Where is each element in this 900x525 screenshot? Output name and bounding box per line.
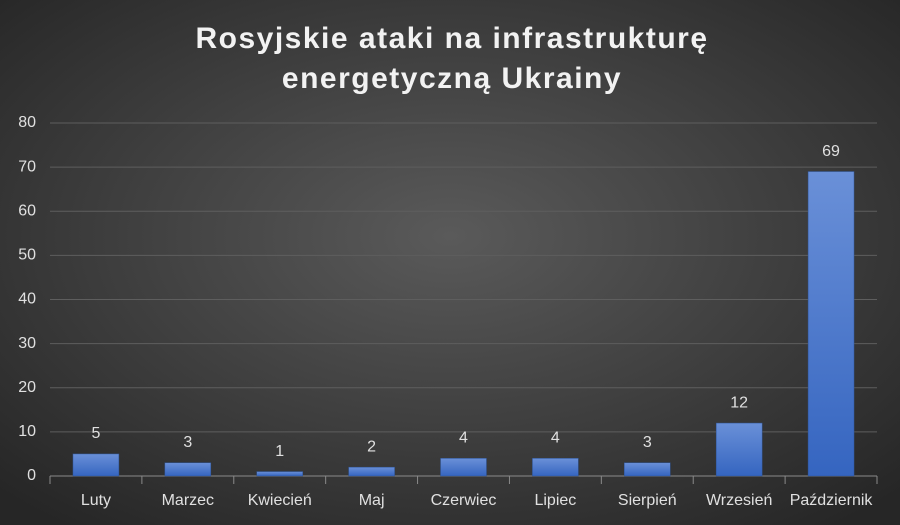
data-label: 3 [183,434,192,451]
x-tick-label: Wrzesień [706,492,772,509]
data-label: 4 [551,430,560,447]
y-tick-label: 10 [18,423,36,440]
bar [256,471,303,477]
x-tick-label: Październik [790,492,874,509]
bar [624,462,671,477]
x-tick-label: Marzec [162,492,214,509]
data-label: 5 [91,425,100,442]
bar [72,453,120,477]
data-label: 1 [275,443,284,460]
y-tick-label: 40 [18,291,36,308]
bar [348,466,395,477]
data-label: 2 [367,438,376,455]
x-tick-label: Czerwiec [431,492,497,509]
x-tick-label: Sierpień [618,492,677,509]
bar [164,462,212,477]
data-label: 3 [643,434,652,451]
chart-title: energetyczną Ukrainy [282,62,622,95]
y-tick-label: 0 [27,467,36,484]
bar [807,171,855,477]
y-tick-label: 20 [18,379,36,396]
y-tick-label: 60 [18,202,36,219]
bar [440,458,487,477]
x-tick-label: Maj [359,492,385,509]
y-tick-label: 80 [18,114,36,131]
data-label: 12 [730,394,748,411]
x-tick-label: Kwiecień [248,492,312,509]
x-tick-label: Luty [81,492,111,509]
y-tick-label: 30 [18,335,36,352]
data-label: 69 [822,143,840,160]
y-tick-label: 50 [18,247,36,264]
bar [715,422,763,477]
chart-title: Rosyjskie ataki na infrastrukturę [195,22,708,55]
data-label: 4 [459,430,468,447]
bar [532,458,579,477]
y-tick-label: 70 [18,158,36,175]
x-tick-label: Lipiec [534,492,576,509]
